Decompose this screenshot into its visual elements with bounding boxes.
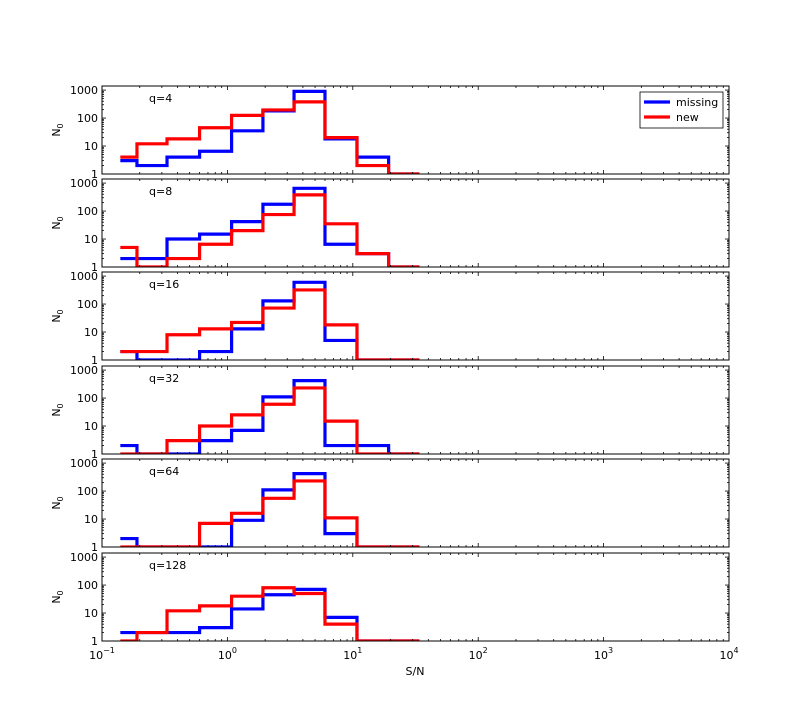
series-line-new: [120, 288, 420, 360]
legend: missing new: [639, 91, 724, 129]
panel-label: q=8: [149, 185, 172, 198]
series-group: [120, 186, 420, 267]
panel-label: q=64: [149, 465, 179, 478]
series-line-missing: [120, 280, 420, 360]
y-tick-label: 10: [84, 420, 98, 433]
panel-2: 1 10 100 1000 N0 q=8: [50, 177, 730, 274]
plot-frame: [101, 552, 730, 642]
series-group: [120, 89, 420, 174]
y-axis-label: N0: [50, 123, 65, 136]
x-tick-label: 100: [218, 646, 237, 662]
y-axis-label: N0: [50, 590, 65, 603]
panel-label: q=128: [149, 559, 186, 572]
y-tick-label: 1: [91, 168, 98, 181]
plot-frame: [101, 365, 730, 455]
plot-frame: [101, 458, 730, 548]
y-tick-label: 1: [91, 635, 98, 648]
series-line-new: [120, 586, 420, 641]
x-tick-label: 102: [469, 646, 488, 662]
series-group: [120, 280, 420, 360]
x-tick-label: 101: [343, 646, 362, 662]
legend-label-missing: missing: [676, 96, 718, 109]
panel-6: 1 10 100 1000 N0 q=128 10−1 100 101 102 103 104: [50, 551, 739, 662]
y-axis-label-sub: 0: [56, 403, 65, 408]
legend-label-new: new: [676, 111, 699, 124]
y-tick-label: 100: [77, 112, 98, 125]
y-tick-label: 1000: [70, 551, 98, 564]
y-tick-label: 1: [91, 448, 98, 461]
legend-box: [639, 91, 724, 129]
panel-3: 1 10 100 1000 N0 q=16: [50, 270, 730, 367]
y-axis-label: N0: [50, 496, 65, 509]
y-axis-label-sub: 0: [56, 123, 65, 128]
y-tick-label: 1000: [70, 177, 98, 190]
y-axis-label-base: N: [50, 128, 63, 136]
y-tick-label: 100: [77, 579, 98, 592]
panel-label: q=32: [149, 372, 179, 385]
series-line-new: [120, 193, 420, 267]
panel-5: 1 10 100 1000 N0 q=64: [50, 457, 730, 554]
y-tick-label: 10: [84, 607, 98, 620]
y-tick-label: 1000: [70, 457, 98, 470]
series-line-new: [120, 386, 420, 454]
panel-label: q=4: [149, 92, 172, 105]
panel-1: 1 10 100 1000 N0 q=4 missing new: [50, 84, 730, 181]
plot-frame: [101, 178, 730, 268]
x-tick-label: 10−1: [89, 646, 115, 662]
y-axis-label: N0: [50, 309, 65, 322]
series-line-new: [120, 100, 420, 174]
y-axis-label-base: N: [50, 501, 63, 509]
y-axis-label-sub: 0: [56, 309, 65, 314]
plot-frame: [101, 85, 730, 175]
y-axis-label-base: N: [50, 408, 63, 416]
series-line-missing: [120, 379, 420, 454]
series-group: [120, 379, 420, 454]
y-axis-label: N0: [50, 216, 65, 229]
y-tick-label: 100: [77, 485, 98, 498]
panel-label: q=16: [149, 278, 179, 291]
y-tick-label: 1: [91, 541, 98, 554]
x-axis-label: S/N: [406, 665, 425, 678]
y-tick-label: 100: [77, 298, 98, 311]
x-tick-label: 104: [719, 646, 738, 662]
y-tick-label: 100: [77, 392, 98, 405]
y-tick-label: 10: [84, 233, 98, 246]
y-tick-label: 100: [77, 205, 98, 218]
series-line-new: [120, 479, 420, 547]
panel-4: 1 10 100 1000 N0 q=32: [50, 364, 730, 461]
y-axis-label-base: N: [50, 221, 63, 229]
x-tick-label: 103: [594, 646, 613, 662]
y-axis-label: N0: [50, 403, 65, 416]
plot-frame: [101, 271, 730, 361]
series-group: [120, 472, 420, 547]
y-axis-label-sub: 0: [56, 216, 65, 221]
y-tick-label: 10: [84, 326, 98, 339]
y-axis-label-sub: 0: [56, 590, 65, 595]
series-line-missing: [120, 472, 420, 547]
y-tick-label: 1000: [70, 84, 98, 97]
y-tick-label: 10: [84, 513, 98, 526]
y-tick-label: 1: [91, 354, 98, 367]
y-axis-label-base: N: [50, 314, 63, 322]
y-axis-label-sub: 0: [56, 496, 65, 501]
y-tick-label: 1000: [70, 364, 98, 377]
y-axis-label-base: N: [50, 595, 63, 603]
y-tick-label: 1000: [70, 270, 98, 283]
y-tick-label: 1: [91, 261, 98, 274]
series-group: [120, 586, 420, 641]
y-tick-label: 10: [84, 140, 98, 153]
